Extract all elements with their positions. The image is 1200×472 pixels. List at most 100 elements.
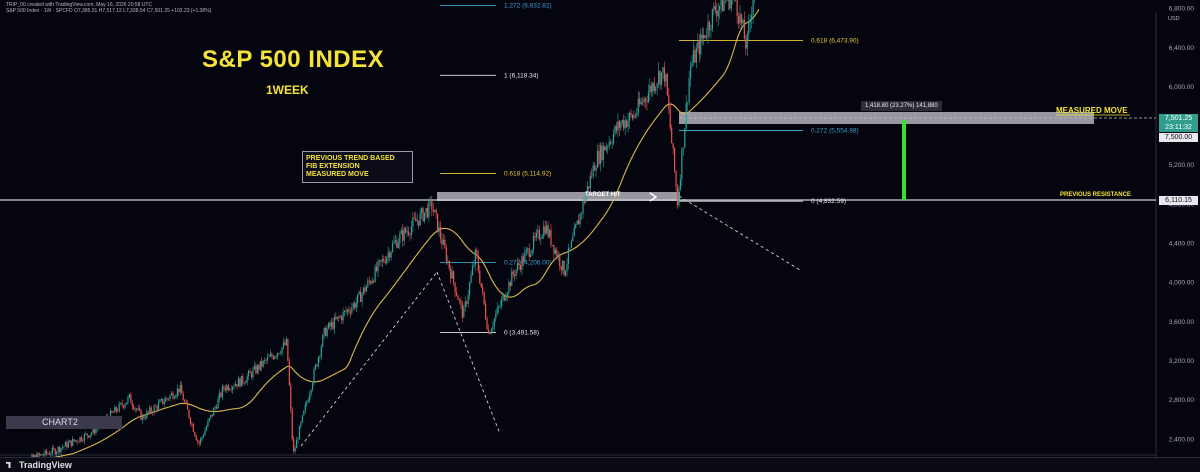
candle-body — [646, 101, 648, 103]
currency-label: USD — [1168, 16, 1180, 22]
candle-body — [729, 0, 731, 9]
candle-body — [246, 376, 248, 383]
candle-body — [516, 263, 519, 270]
tradingview-logo[interactable]: TradingView — [6, 460, 72, 470]
candle-body — [86, 433, 88, 436]
candle-body — [377, 261, 379, 271]
candle-body — [432, 209, 434, 212]
candle-body — [519, 265, 522, 270]
candle-body — [554, 249, 556, 254]
trend-line-2[interactable] — [436, 271, 501, 435]
candle-body — [642, 101, 644, 103]
candle-body — [652, 82, 654, 92]
candle-body — [608, 141, 610, 147]
measured-move-label: MEASURED MOVE — [1056, 106, 1128, 115]
candle-body — [348, 309, 350, 312]
candle-body — [338, 316, 340, 318]
candle-body — [412, 217, 414, 227]
fib-extension-levels[interactable]: 2 (8,745.10)1.618 (7,741.68)1.272 (6,832… — [440, 0, 859, 336]
candle-body — [490, 329, 493, 334]
candle-body — [599, 145, 602, 165]
candle-body — [240, 375, 242, 387]
candle-body — [41, 454, 43, 456]
candle-body — [527, 248, 529, 250]
candle-body — [375, 266, 378, 271]
candle-body — [386, 257, 388, 263]
chart-title: S&P 500 INDEX — [202, 46, 385, 73]
candle-body — [405, 228, 407, 233]
candle-body — [737, 15, 740, 24]
countdown-tag: 23:11:32 — [1159, 123, 1198, 132]
candle-body — [304, 404, 306, 411]
candle-body — [239, 378, 241, 387]
candle-body — [434, 209, 436, 212]
candle-body — [514, 274, 516, 276]
previous-resistance-label: PREVIOUS RESISTANCE — [1060, 192, 1131, 198]
candle-body — [367, 280, 369, 287]
callout-box[interactable]: PREVIOUS TREND BASED FIB EXTENSION MEASU… — [302, 151, 413, 183]
candle-body — [470, 275, 472, 283]
candle-body — [493, 318, 495, 327]
candle-body — [214, 407, 216, 409]
candle-body — [528, 248, 530, 257]
y-tick-label: 3,200.00 — [1169, 358, 1195, 365]
candle-body — [245, 382, 247, 384]
candle-body — [89, 434, 91, 438]
candle-body — [397, 242, 399, 248]
candle-body — [323, 327, 325, 335]
candle-body — [467, 295, 469, 304]
candle-body — [663, 67, 666, 82]
candle-body — [80, 437, 83, 441]
candle-body — [371, 280, 373, 284]
measured-move-bar — [902, 120, 906, 200]
candle-body — [300, 422, 302, 427]
candle-body — [482, 287, 484, 292]
candle-body — [76, 440, 78, 442]
candle-body — [192, 423, 194, 432]
candle-body — [445, 247, 447, 262]
candle-body — [255, 365, 257, 373]
candle-body — [349, 311, 351, 313]
y-tick-label: 6,800.00 — [1169, 6, 1195, 13]
candle-body — [439, 226, 442, 239]
candle-body — [394, 240, 397, 242]
candle-body — [351, 307, 353, 313]
candle-body — [352, 303, 354, 308]
candle-body — [75, 440, 77, 442]
candle-body — [735, 0, 737, 1]
chart2-label[interactable]: CHART2 — [6, 416, 122, 429]
candle-body — [70, 440, 72, 446]
candle-body — [466, 301, 468, 304]
target-zone-box[interactable] — [437, 192, 680, 201]
candle-body — [486, 318, 488, 330]
candle-body — [290, 384, 292, 410]
candle-body — [236, 384, 238, 387]
target-hit-arrow-icon — [649, 192, 658, 202]
trend-line-1[interactable] — [300, 271, 438, 447]
candle-body — [133, 406, 135, 410]
candle-body — [224, 388, 226, 391]
candle-body — [687, 102, 689, 104]
candle-body — [551, 244, 554, 246]
candle-body — [150, 407, 152, 413]
candle-body — [463, 307, 465, 318]
candle-body — [559, 255, 561, 267]
candle-body — [346, 309, 349, 312]
candle-body — [221, 386, 224, 397]
candle-body — [710, 29, 712, 31]
candle-body — [724, 0, 727, 2]
candle-body — [416, 220, 418, 222]
candle-body — [370, 281, 372, 284]
candle-body — [230, 389, 232, 391]
chart-subtitle: 1WEEK — [266, 83, 309, 97]
header-info: TRIP_00 created with TradingView.com, Ma… — [6, 2, 153, 8]
candle-body — [207, 420, 209, 427]
tradingview-logo-text: TradingView — [19, 460, 72, 470]
candle-body — [655, 87, 657, 91]
candle-body — [269, 354, 272, 357]
candle-body — [605, 146, 607, 151]
fib-level-label: 1.272 (6,832.82) — [504, 2, 552, 9]
candle-body — [149, 407, 151, 413]
candle-body — [403, 228, 405, 241]
